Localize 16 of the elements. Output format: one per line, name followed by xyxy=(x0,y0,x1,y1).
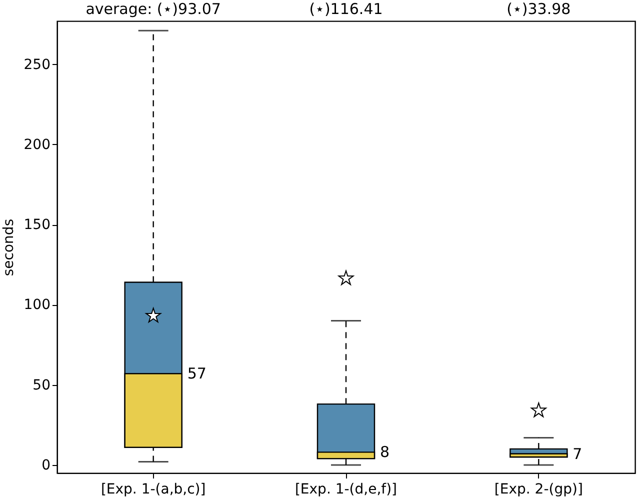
text: 8 xyxy=(380,443,390,462)
y-axis-title: seconds xyxy=(0,218,17,276)
y-tick-label: 250 xyxy=(24,56,50,73)
y-tick-label: 50 xyxy=(32,377,50,394)
text: average: (⋆)93.07 xyxy=(86,0,221,18)
x-tick-label: [Exp. 1-(a,b,c)] xyxy=(100,482,206,498)
y-tick-label: 150 xyxy=(24,217,50,234)
y-tick-label: 200 xyxy=(24,136,50,153)
x-tick-label: [Exp. 2-(gp)] xyxy=(494,482,583,498)
y-tick-label: 100 xyxy=(24,297,50,314)
y-tick-label: 0 xyxy=(42,457,50,474)
text: 7 xyxy=(572,444,582,463)
text: (⋆)116.41 xyxy=(309,0,383,18)
x-tick-label: [Exp. 1-(d,e,f)] xyxy=(294,482,398,498)
text: 57 xyxy=(187,364,206,383)
text: (⋆)33.98 xyxy=(506,0,571,18)
